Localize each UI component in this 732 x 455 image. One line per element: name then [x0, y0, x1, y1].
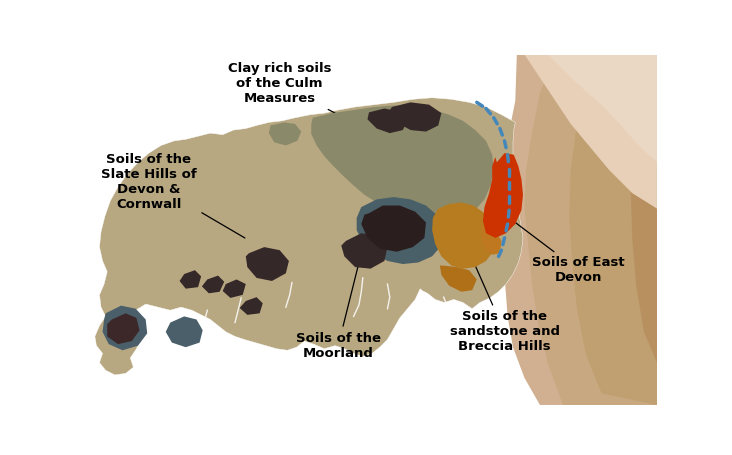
Text: Clay rich soils
of the Culm
Measures: Clay rich soils of the Culm Measures: [228, 62, 389, 142]
Polygon shape: [367, 108, 408, 133]
Polygon shape: [432, 202, 496, 268]
Polygon shape: [483, 153, 523, 238]
Polygon shape: [95, 98, 523, 375]
Polygon shape: [246, 247, 289, 281]
Polygon shape: [631, 55, 657, 363]
Polygon shape: [202, 276, 224, 293]
Polygon shape: [440, 266, 477, 292]
Text: Soils of the
Moorland: Soils of the Moorland: [296, 256, 381, 359]
Polygon shape: [179, 270, 201, 288]
Polygon shape: [223, 279, 246, 298]
Polygon shape: [239, 297, 263, 315]
Polygon shape: [107, 313, 140, 344]
Polygon shape: [525, 55, 657, 405]
Text: Soils of the
Slate Hills of
Devon &
Cornwall: Soils of the Slate Hills of Devon & Corn…: [101, 152, 245, 238]
Polygon shape: [548, 55, 657, 162]
Text: Soils of East
Devon: Soils of East Devon: [512, 219, 624, 284]
Polygon shape: [569, 55, 657, 405]
Polygon shape: [102, 306, 147, 350]
Polygon shape: [482, 226, 501, 255]
Polygon shape: [311, 106, 493, 226]
Polygon shape: [356, 197, 444, 264]
Polygon shape: [165, 316, 203, 347]
Polygon shape: [362, 206, 426, 252]
Polygon shape: [500, 55, 657, 405]
Polygon shape: [269, 122, 302, 146]
Polygon shape: [341, 233, 387, 268]
Text: Soils of the
sandstone and
Breccia Hills: Soils of the sandstone and Breccia Hills: [449, 261, 559, 353]
Polygon shape: [525, 55, 657, 208]
Polygon shape: [387, 102, 441, 131]
